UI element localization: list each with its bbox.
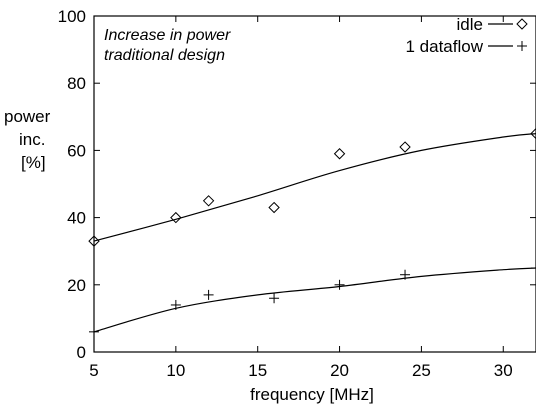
- diamond-marker: [202, 195, 215, 207]
- y-axis-title-line-2: inc.: [19, 130, 45, 149]
- fit-line-1-dataflow: [93, 267, 536, 333]
- plot-frame: [93, 15, 536, 353]
- plus-marker: [400, 269, 411, 280]
- legend-marker: [516, 18, 528, 30]
- plus-marker: [531, 263, 536, 273]
- diamond-marker: [88, 235, 100, 247]
- legend: idle 1 dataflow: [406, 15, 528, 56]
- diamond-marker: [268, 201, 280, 214]
- plus-marker: [89, 326, 99, 337]
- y-axis-title-line-1: power: [4, 107, 51, 126]
- y-tick-label: 60: [67, 141, 86, 160]
- legend-label-idle: idle: [457, 15, 483, 34]
- y-tick-label: 0: [77, 343, 86, 362]
- plus-marker: [170, 299, 181, 310]
- fit-line-idle: [93, 133, 536, 242]
- x-tick-label: 30: [494, 361, 513, 380]
- x-tick-label: 15: [248, 361, 267, 380]
- plus-marker: [334, 279, 345, 290]
- plus-marker: [269, 293, 280, 304]
- y-tick-label: 80: [67, 74, 86, 93]
- plus-marker: [203, 289, 214, 300]
- annotation-line-2: traditional design: [104, 47, 225, 64]
- diamond-marker: [530, 127, 536, 140]
- diamond-marker: [399, 141, 411, 153]
- y-tick-label: 40: [67, 209, 86, 228]
- x-tick-label: 25: [412, 361, 431, 380]
- diamond-marker: [333, 148, 346, 160]
- data-markers: [88, 127, 536, 337]
- diamond-marker: [170, 211, 182, 224]
- x-tick-label: 20: [330, 361, 349, 380]
- legend-label-1-dataflow: 1 dataflow: [406, 37, 484, 56]
- x-tick-label: 10: [166, 361, 185, 380]
- y-tick-label: 100: [58, 7, 86, 26]
- y-tick-label: 20: [67, 276, 86, 295]
- axes: 0 20 40 60 80 100 5 10 15 20 25 30: [58, 7, 536, 380]
- legend-marker: [517, 41, 527, 51]
- annotation-line-1: Increase in power: [104, 27, 231, 44]
- x-tick-label: 5: [89, 361, 98, 380]
- fit-curves: [93, 133, 536, 333]
- x-axis-title: frequency [MHz]: [250, 385, 374, 404]
- y-axis-title-line-3: [%]: [21, 153, 46, 172]
